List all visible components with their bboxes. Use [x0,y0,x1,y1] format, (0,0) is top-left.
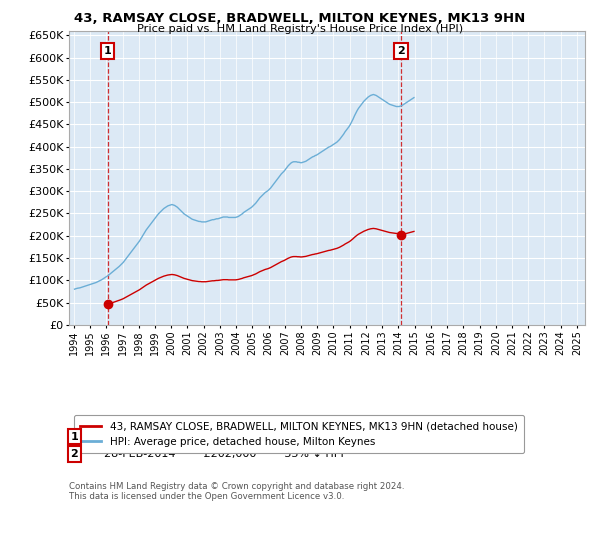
Text: 2: 2 [397,46,405,56]
Text: Contains HM Land Registry data © Crown copyright and database right 2024.
This d: Contains HM Land Registry data © Crown c… [69,482,404,502]
Text: 31-JAN-1996        £46,000        45% ↓ HPI: 31-JAN-1996 £46,000 45% ↓ HPI [89,432,335,441]
Text: 1: 1 [70,432,78,441]
Text: 1: 1 [104,46,112,56]
Text: 2: 2 [70,449,78,459]
Text: 28-FEB-2014        £202,000        33% ↓ HPI: 28-FEB-2014 £202,000 33% ↓ HPI [89,449,343,459]
Text: Price paid vs. HM Land Registry's House Price Index (HPI): Price paid vs. HM Land Registry's House … [137,24,463,34]
Legend: 43, RAMSAY CLOSE, BRADWELL, MILTON KEYNES, MK13 9HN (detached house), HPI: Avera: 43, RAMSAY CLOSE, BRADWELL, MILTON KEYNE… [74,416,524,453]
Text: 43, RAMSAY CLOSE, BRADWELL, MILTON KEYNES, MK13 9HN: 43, RAMSAY CLOSE, BRADWELL, MILTON KEYNE… [74,12,526,25]
